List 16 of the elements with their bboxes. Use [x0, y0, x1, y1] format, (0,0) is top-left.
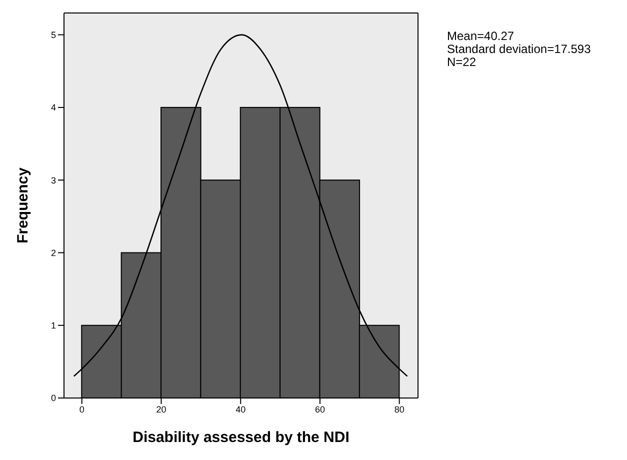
- y-tick-label: 4: [50, 102, 56, 113]
- x-tick-label: 60: [314, 404, 325, 414]
- x-axis-title: Disability assessed by the NDI: [132, 429, 350, 446]
- text: N=22: [447, 55, 478, 69]
- x-tick-label: 80: [394, 404, 404, 414]
- x-tick-label: 0: [79, 404, 84, 414]
- y-axis-title: Frequency: [14, 166, 32, 244]
- x-tick-label: 20: [156, 404, 166, 414]
- x-tick-label: 40: [236, 404, 246, 414]
- text: Standard deviation=17.593: [447, 42, 591, 56]
- y-tick-label: 2: [50, 248, 56, 258]
- y-tick-label: 1: [50, 320, 56, 331]
- y-tick-label: 0: [50, 393, 56, 404]
- text: Mean=40.27: [447, 29, 516, 43]
- y-tick-label: 3: [50, 175, 56, 186]
- y-tick-label: 5: [50, 30, 56, 40]
